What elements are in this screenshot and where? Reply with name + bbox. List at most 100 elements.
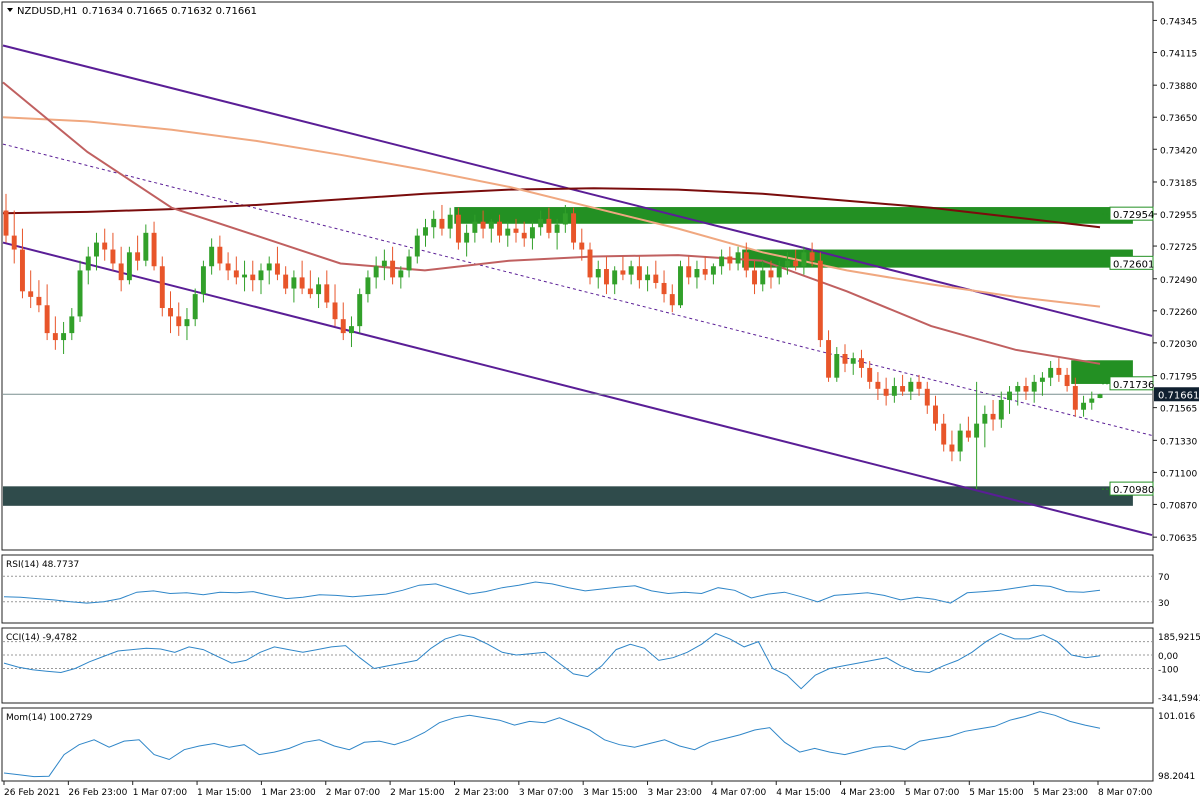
candle-body[interactable]	[431, 218, 437, 228]
candle-body[interactable]	[850, 358, 856, 364]
candle-body[interactable]	[52, 333, 58, 341]
candle-body[interactable]	[982, 413, 988, 424]
candle-body[interactable]	[571, 213, 577, 243]
candle-body[interactable]	[217, 246, 223, 264]
candle-body[interactable]	[817, 260, 823, 341]
candle-body[interactable]	[283, 274, 289, 289]
candle-body[interactable]	[1039, 377, 1045, 382]
candle-body[interactable]	[776, 266, 782, 278]
candle-body[interactable]	[752, 270, 757, 285]
candle-body[interactable]	[727, 256, 733, 264]
candle-body[interactable]	[332, 302, 338, 320]
candle-body[interactable]	[1081, 402, 1087, 410]
candle-body[interactable]	[809, 252, 815, 261]
candle-body[interactable]	[94, 242, 99, 257]
candle-body[interactable]	[924, 388, 930, 406]
candle-body[interactable]	[398, 270, 404, 278]
channel-lower-line[interactable]	[2, 241, 1153, 537]
candle-body[interactable]	[678, 266, 683, 306]
candle-body[interactable]	[521, 232, 527, 239]
candle-body[interactable]	[324, 284, 330, 303]
candle-body[interactable]	[768, 270, 774, 278]
rsi-pane[interactable]	[1, 554, 1154, 624]
candle-body[interactable]	[349, 326, 354, 334]
candle-body[interactable]	[151, 232, 157, 267]
candle-body[interactable]	[159, 266, 165, 309]
candle-body[interactable]	[900, 386, 906, 392]
candle-body[interactable]	[135, 252, 141, 261]
candle-body[interactable]	[258, 270, 264, 281]
candle-body[interactable]	[250, 274, 256, 281]
candle-body[interactable]	[497, 221, 503, 236]
candle-body[interactable]	[291, 277, 297, 289]
candle-body[interactable]	[620, 270, 626, 275]
candle-body[interactable]	[974, 423, 980, 438]
cci-pane[interactable]	[1, 627, 1154, 704]
candle-body[interactable]	[299, 277, 305, 289]
candle-body[interactable]	[406, 256, 412, 271]
candle-body[interactable]	[834, 354, 840, 378]
candle-body[interactable]	[505, 228, 511, 236]
candle-body[interactable]	[455, 214, 461, 243]
candle-body[interactable]	[110, 249, 116, 264]
candle-body[interactable]	[933, 405, 938, 424]
candle-body[interactable]	[579, 242, 585, 250]
chevron-down-icon[interactable]	[7, 8, 13, 12]
candle-body[interactable]	[875, 381, 881, 389]
mom-pane[interactable]	[1, 707, 1154, 782]
candle-body[interactable]	[554, 224, 560, 233]
candle-body[interactable]	[184, 319, 190, 327]
candle-body[interactable]	[414, 235, 420, 257]
candle-body[interactable]	[1007, 391, 1012, 400]
candle-body[interactable]	[546, 218, 552, 233]
candle-body[interactable]	[200, 266, 206, 295]
candle-body[interactable]	[686, 266, 692, 278]
candle-body[interactable]	[192, 294, 198, 320]
candle-body[interactable]	[949, 444, 955, 452]
candle-body[interactable]	[357, 294, 363, 327]
candle-body[interactable]	[1056, 367, 1062, 375]
candle-body[interactable]	[28, 291, 34, 297]
candle-body[interactable]	[661, 282, 667, 295]
candle-body[interactable]	[908, 381, 914, 392]
candle-body[interactable]	[998, 399, 1004, 420]
candle-body[interactable]	[595, 269, 601, 278]
candle-body[interactable]	[1048, 367, 1054, 378]
candle-body[interactable]	[3, 210, 9, 236]
candle-body[interactable]	[1072, 386, 1078, 410]
level-zone[interactable]	[742, 249, 1133, 268]
candle-body[interactable]	[44, 305, 50, 334]
candle-body[interactable]	[645, 274, 651, 281]
candle-body[interactable]	[760, 270, 766, 285]
candle-body[interactable]	[957, 430, 963, 452]
candle-body[interactable]	[1031, 381, 1037, 392]
candle-body[interactable]	[1023, 386, 1029, 392]
candle-body[interactable]	[867, 367, 873, 382]
candle-body[interactable]	[464, 232, 470, 243]
candle-body[interactable]	[636, 266, 642, 281]
candle-body[interactable]	[702, 269, 708, 275]
candle-body[interactable]	[274, 263, 280, 275]
candle-body[interactable]	[447, 214, 453, 229]
candle-body[interactable]	[233, 270, 239, 278]
candle-body[interactable]	[735, 252, 741, 264]
candle-body[interactable]	[340, 319, 346, 334]
candle-body[interactable]	[965, 430, 971, 438]
candle-body[interactable]	[61, 333, 67, 341]
candle-body[interactable]	[266, 263, 272, 271]
candle-body[interactable]	[916, 381, 922, 389]
candle-body[interactable]	[603, 269, 609, 285]
candle-body[interactable]	[719, 256, 725, 267]
candle-body[interactable]	[710, 266, 716, 275]
candle-body[interactable]	[390, 260, 396, 278]
candle-body[interactable]	[373, 266, 379, 278]
candle-body[interactable]	[242, 274, 248, 278]
candle-body[interactable]	[143, 232, 149, 261]
candle-body[interactable]	[990, 413, 996, 420]
candle-body[interactable]	[176, 316, 182, 327]
candle-body[interactable]	[883, 388, 889, 396]
candle-body[interactable]	[587, 249, 593, 278]
candle-body[interactable]	[102, 242, 108, 250]
candle-body[interactable]	[842, 354, 848, 364]
candle-body[interactable]	[529, 227, 535, 239]
